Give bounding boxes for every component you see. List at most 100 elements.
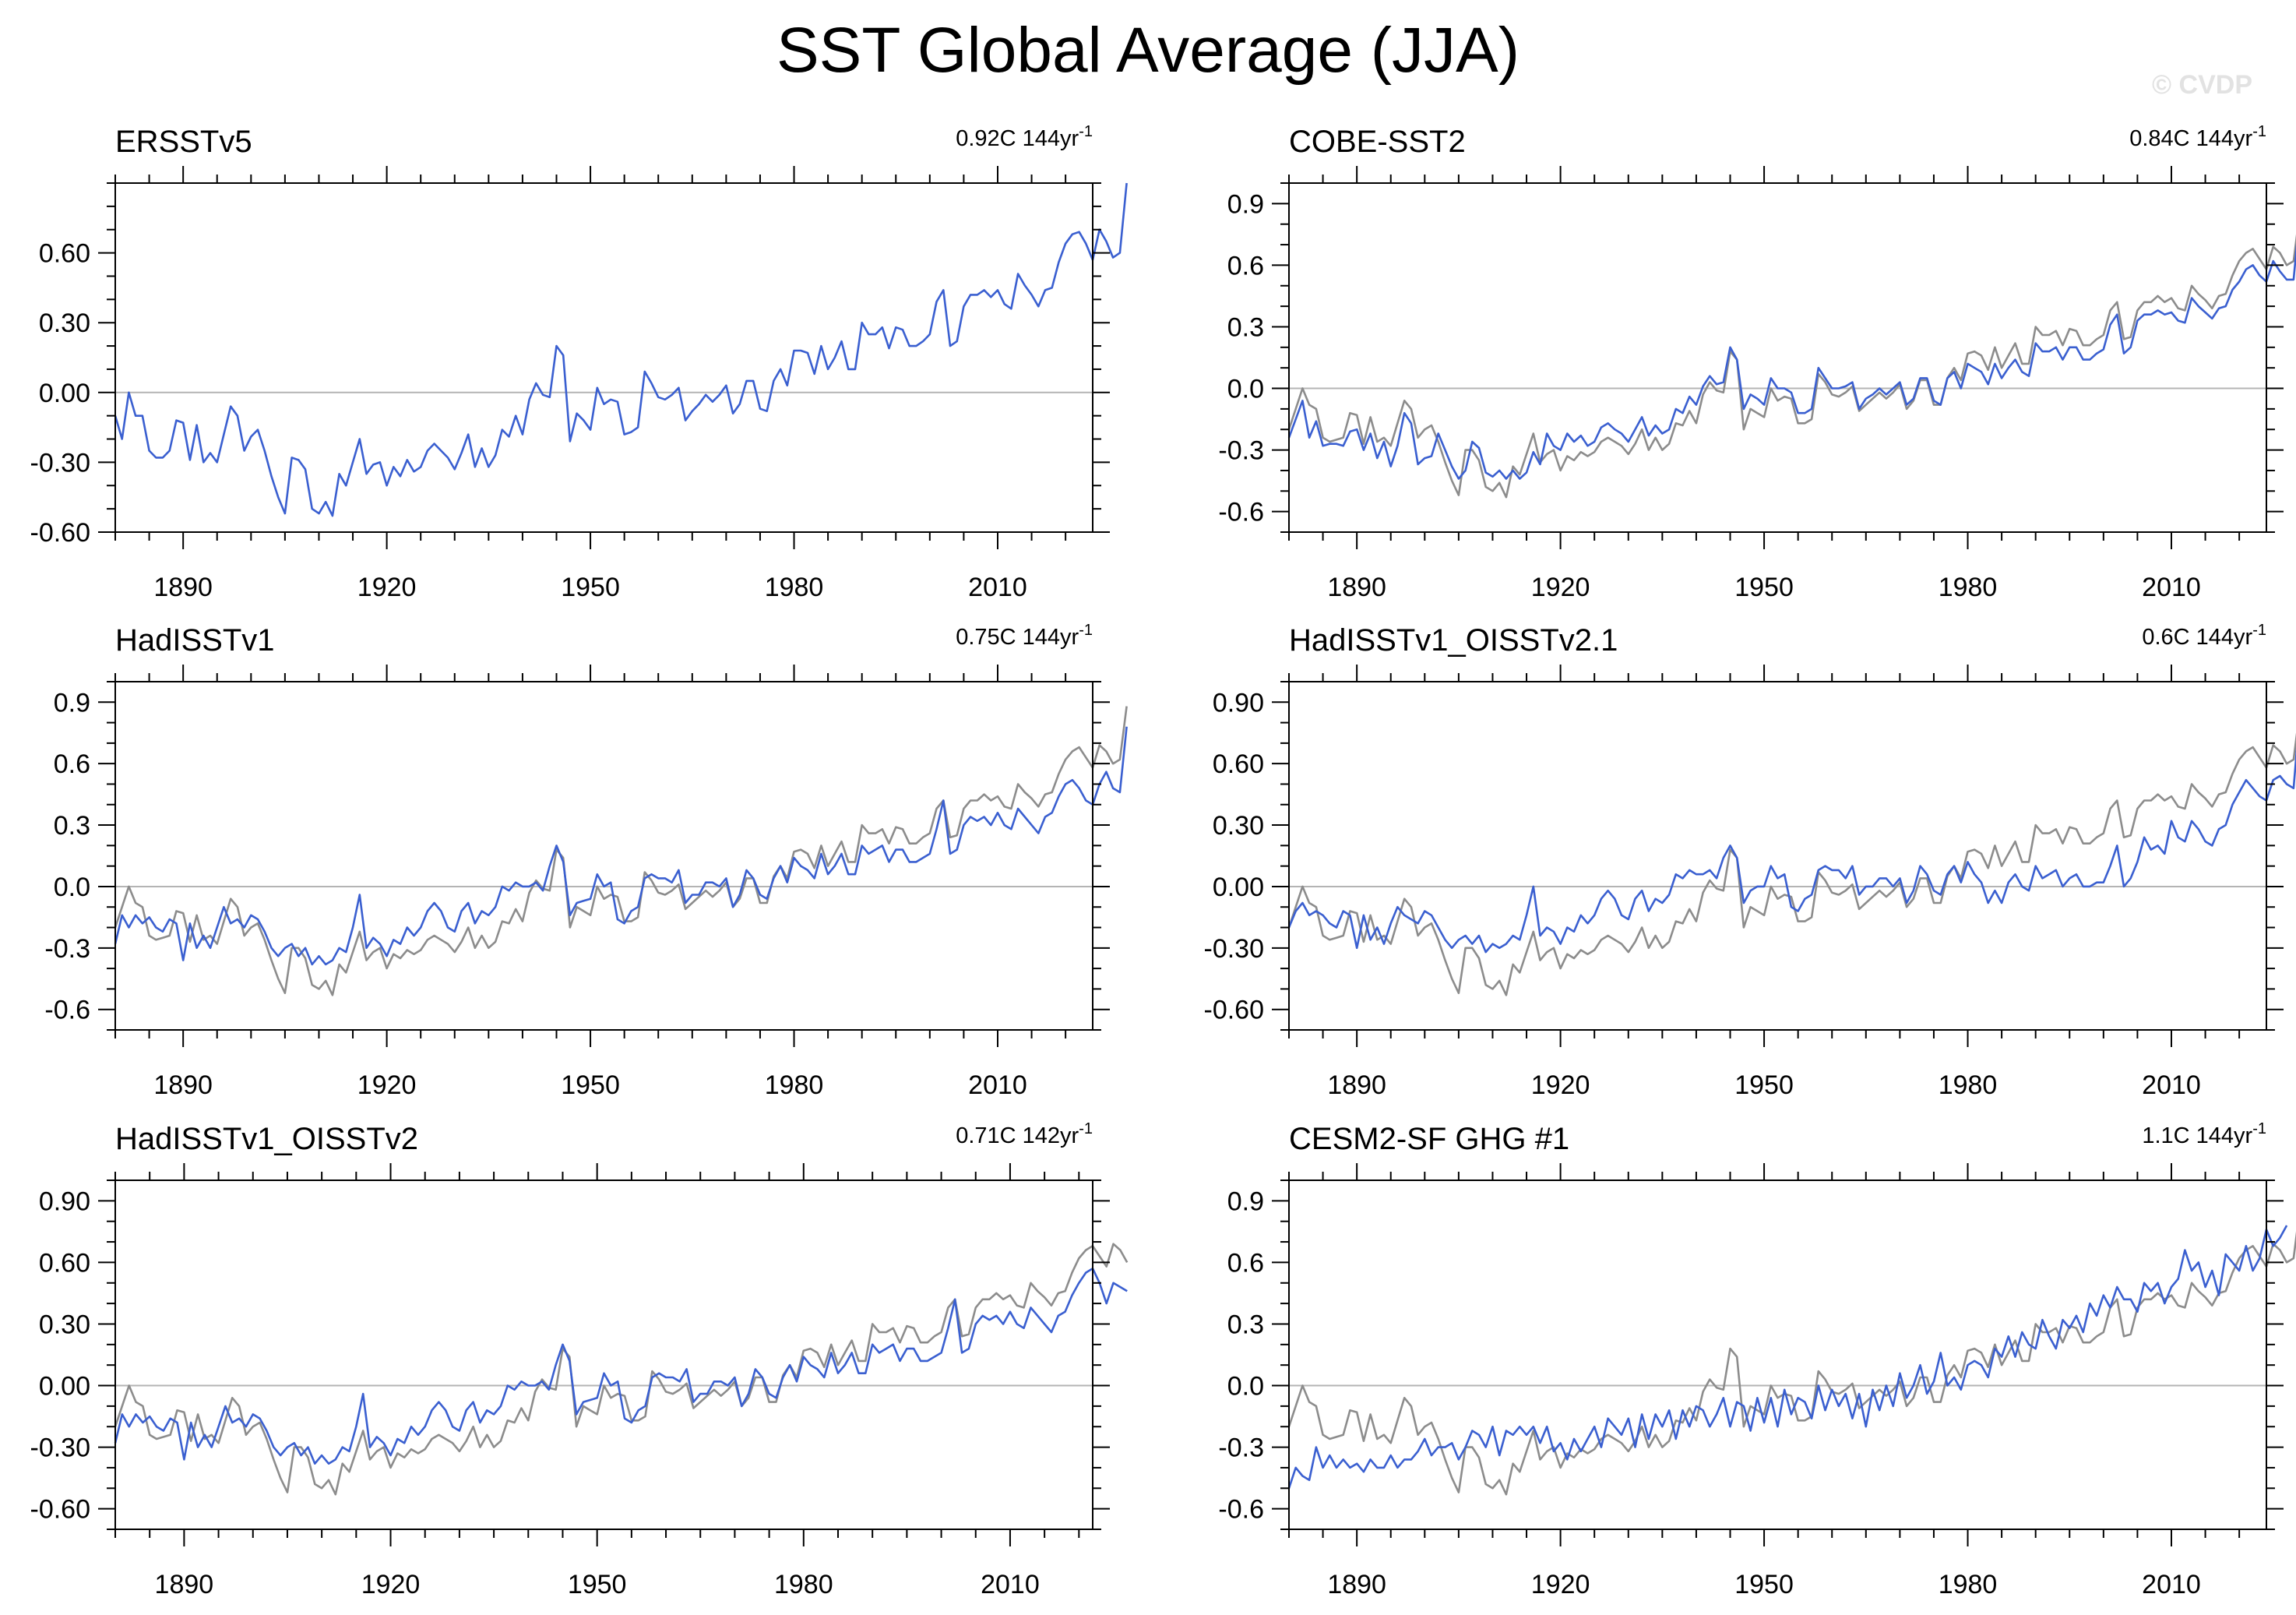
panel-2: 1890 1920 1950 1980 2010 -0.6 -0.3 0.0 0.3 0.6 0.9… bbox=[1218, 123, 2296, 602]
y-tick-label: 0.00 bbox=[39, 379, 90, 408]
plot-frame bbox=[1288, 182, 2267, 533]
trend-label: 0.92C 144yr-1 bbox=[956, 123, 1093, 151]
x-tick-label: 1920 bbox=[357, 1070, 417, 1100]
x-tick-label: 1980 bbox=[765, 573, 824, 602]
y-tick-label: 0.30 bbox=[39, 1310, 90, 1339]
x-tick-label: 1920 bbox=[361, 1570, 421, 1599]
series-line-1 bbox=[1287, 732, 2296, 996]
y-tick-label: -0.6 bbox=[44, 996, 90, 1025]
trend-label: 0.84C 144yr-1 bbox=[2129, 123, 2266, 151]
y-tick-label: 0.60 bbox=[39, 1248, 90, 1278]
plot-frame bbox=[1288, 1180, 2267, 1530]
y-tick-label: 0.00 bbox=[39, 1372, 90, 1402]
y-tick-label: 0.30 bbox=[39, 309, 90, 338]
x-tick-label: 2010 bbox=[981, 1570, 1040, 1599]
x-tick-label: 1920 bbox=[1531, 1070, 1590, 1100]
trend-label: 0.6C 144yr-1 bbox=[2142, 622, 2266, 650]
x-tick-label: 1980 bbox=[774, 1570, 833, 1599]
x-tick-label: 1980 bbox=[1939, 1570, 1998, 1599]
x-tick-label: 1950 bbox=[1734, 573, 1794, 602]
x-tick-label: 1950 bbox=[561, 1070, 620, 1100]
y-tick-label: -0.60 bbox=[30, 518, 91, 548]
y-tick-label: 0.6 bbox=[1227, 251, 1264, 280]
x-tick-label: 2010 bbox=[968, 1070, 1027, 1100]
series-line-2 bbox=[1287, 1225, 2288, 1489]
plot-frame bbox=[114, 182, 1093, 533]
series-line-1 bbox=[114, 1243, 1129, 1496]
panel-3: 1890 1920 1950 1980 2010 -0.6 -0.3 0.0 0.3 0.6 0.9… bbox=[44, 622, 1128, 1100]
series-line-2 bbox=[1287, 746, 2296, 954]
series-line-1 bbox=[114, 182, 1128, 517]
plot-frame bbox=[114, 1180, 1093, 1530]
panel-title: HadISSTv1_OISSTv2.1 bbox=[1289, 623, 1618, 658]
panel-title: HadISSTv1 bbox=[115, 623, 275, 658]
x-tick-label: 1950 bbox=[1734, 1570, 1794, 1599]
y-tick-label: -0.30 bbox=[30, 1433, 91, 1463]
x-tick-label: 1980 bbox=[1939, 573, 1998, 602]
x-tick-label: 1890 bbox=[153, 1070, 213, 1100]
panel-6: 1890 1920 1950 1980 2010 -0.6 -0.3 0.0 0.3 0.6 0.9… bbox=[1218, 1120, 2296, 1599]
trend-label: 0.71C 142yr-1 bbox=[956, 1120, 1093, 1148]
series-line-2 bbox=[114, 1268, 1128, 1465]
panel-1: 1890 1920 1950 1980 2010 -0.60 -0.30 0.00 0.30 0.… bbox=[30, 123, 1128, 602]
copyright-watermark: © CVDP bbox=[2152, 70, 2252, 100]
y-tick-label: -0.6 bbox=[1218, 1495, 1264, 1525]
y-tick-label: 0.0 bbox=[1227, 1372, 1264, 1402]
series-line-1 bbox=[114, 706, 1128, 996]
trend-label: 0.75C 144yr-1 bbox=[956, 622, 1093, 650]
y-tick-label: -0.6 bbox=[1218, 498, 1264, 527]
y-tick-label: 0.9 bbox=[1227, 1187, 1264, 1216]
x-tick-label: 2010 bbox=[968, 573, 1027, 602]
y-tick-label: 0.3 bbox=[54, 811, 90, 841]
x-tick-label: 1980 bbox=[1939, 1070, 1998, 1100]
y-tick-label: 0.00 bbox=[1213, 873, 1264, 902]
y-tick-label: -0.30 bbox=[30, 448, 91, 478]
y-tick-label: 0.0 bbox=[54, 873, 90, 902]
series-line-2 bbox=[114, 726, 1128, 966]
y-tick-label: 0.9 bbox=[54, 688, 90, 718]
y-tick-label: -0.3 bbox=[1218, 1433, 1264, 1463]
y-tick-label: -0.60 bbox=[30, 1495, 91, 1525]
x-tick-label: 2010 bbox=[2142, 1570, 2201, 1599]
y-tick-label: 0.6 bbox=[54, 749, 90, 779]
panel-title: CESM2-SF GHG #1 bbox=[1289, 1122, 1569, 1156]
y-tick-label: -0.3 bbox=[1218, 436, 1264, 466]
x-tick-label: 1920 bbox=[1531, 1570, 1590, 1599]
y-tick-label: 0.90 bbox=[1213, 688, 1264, 718]
x-tick-label: 1950 bbox=[1734, 1070, 1794, 1100]
x-tick-label: 1890 bbox=[1327, 573, 1386, 602]
y-tick-label: 0.60 bbox=[39, 239, 90, 269]
x-tick-label: 1950 bbox=[561, 573, 620, 602]
y-tick-label: 0.30 bbox=[1213, 811, 1264, 841]
y-tick-label: 0.6 bbox=[1227, 1248, 1264, 1278]
y-tick-label: -0.3 bbox=[44, 934, 90, 964]
plot-frame bbox=[114, 681, 1093, 1031]
y-tick-label: 0.9 bbox=[1227, 189, 1264, 219]
x-tick-label: 1890 bbox=[155, 1570, 214, 1599]
y-tick-label: 0.60 bbox=[1213, 749, 1264, 779]
x-tick-label: 1920 bbox=[1531, 573, 1590, 602]
x-tick-label: 1890 bbox=[1327, 1570, 1386, 1599]
panel-5: 1890 1920 1950 1980 2010 -0.60 -0.30 0.00 0.30 0.… bbox=[30, 1120, 1129, 1599]
series-line-1 bbox=[1287, 234, 2296, 499]
figure-title: SST Global Average (JJA) bbox=[776, 15, 1520, 86]
plot-frame bbox=[1288, 681, 2267, 1031]
y-tick-label: 0.90 bbox=[39, 1187, 90, 1216]
series-line-1 bbox=[1287, 1231, 2296, 1496]
trend-label: 1.1C 144yr-1 bbox=[2142, 1120, 2266, 1148]
y-tick-label: 0.3 bbox=[1227, 312, 1264, 342]
y-tick-label: 0.0 bbox=[1227, 375, 1264, 404]
y-tick-label: 0.3 bbox=[1227, 1310, 1264, 1339]
panel-title: HadISSTv1_OISSTv2 bbox=[115, 1122, 418, 1156]
panel-4: 1890 1920 1950 1980 2010 -0.60 -0.30 0.00 0.30 0.… bbox=[1204, 622, 2296, 1100]
y-tick-label: -0.30 bbox=[1204, 934, 1265, 964]
x-tick-label: 2010 bbox=[2142, 573, 2201, 602]
series-line-2 bbox=[1287, 243, 2296, 480]
panel-title: ERSSTv5 bbox=[115, 125, 252, 159]
panel-title: COBE-SST2 bbox=[1289, 125, 1466, 159]
y-tick-label: -0.60 bbox=[1204, 996, 1265, 1025]
x-tick-label: 1950 bbox=[568, 1570, 627, 1599]
x-tick-label: 1920 bbox=[357, 573, 417, 602]
